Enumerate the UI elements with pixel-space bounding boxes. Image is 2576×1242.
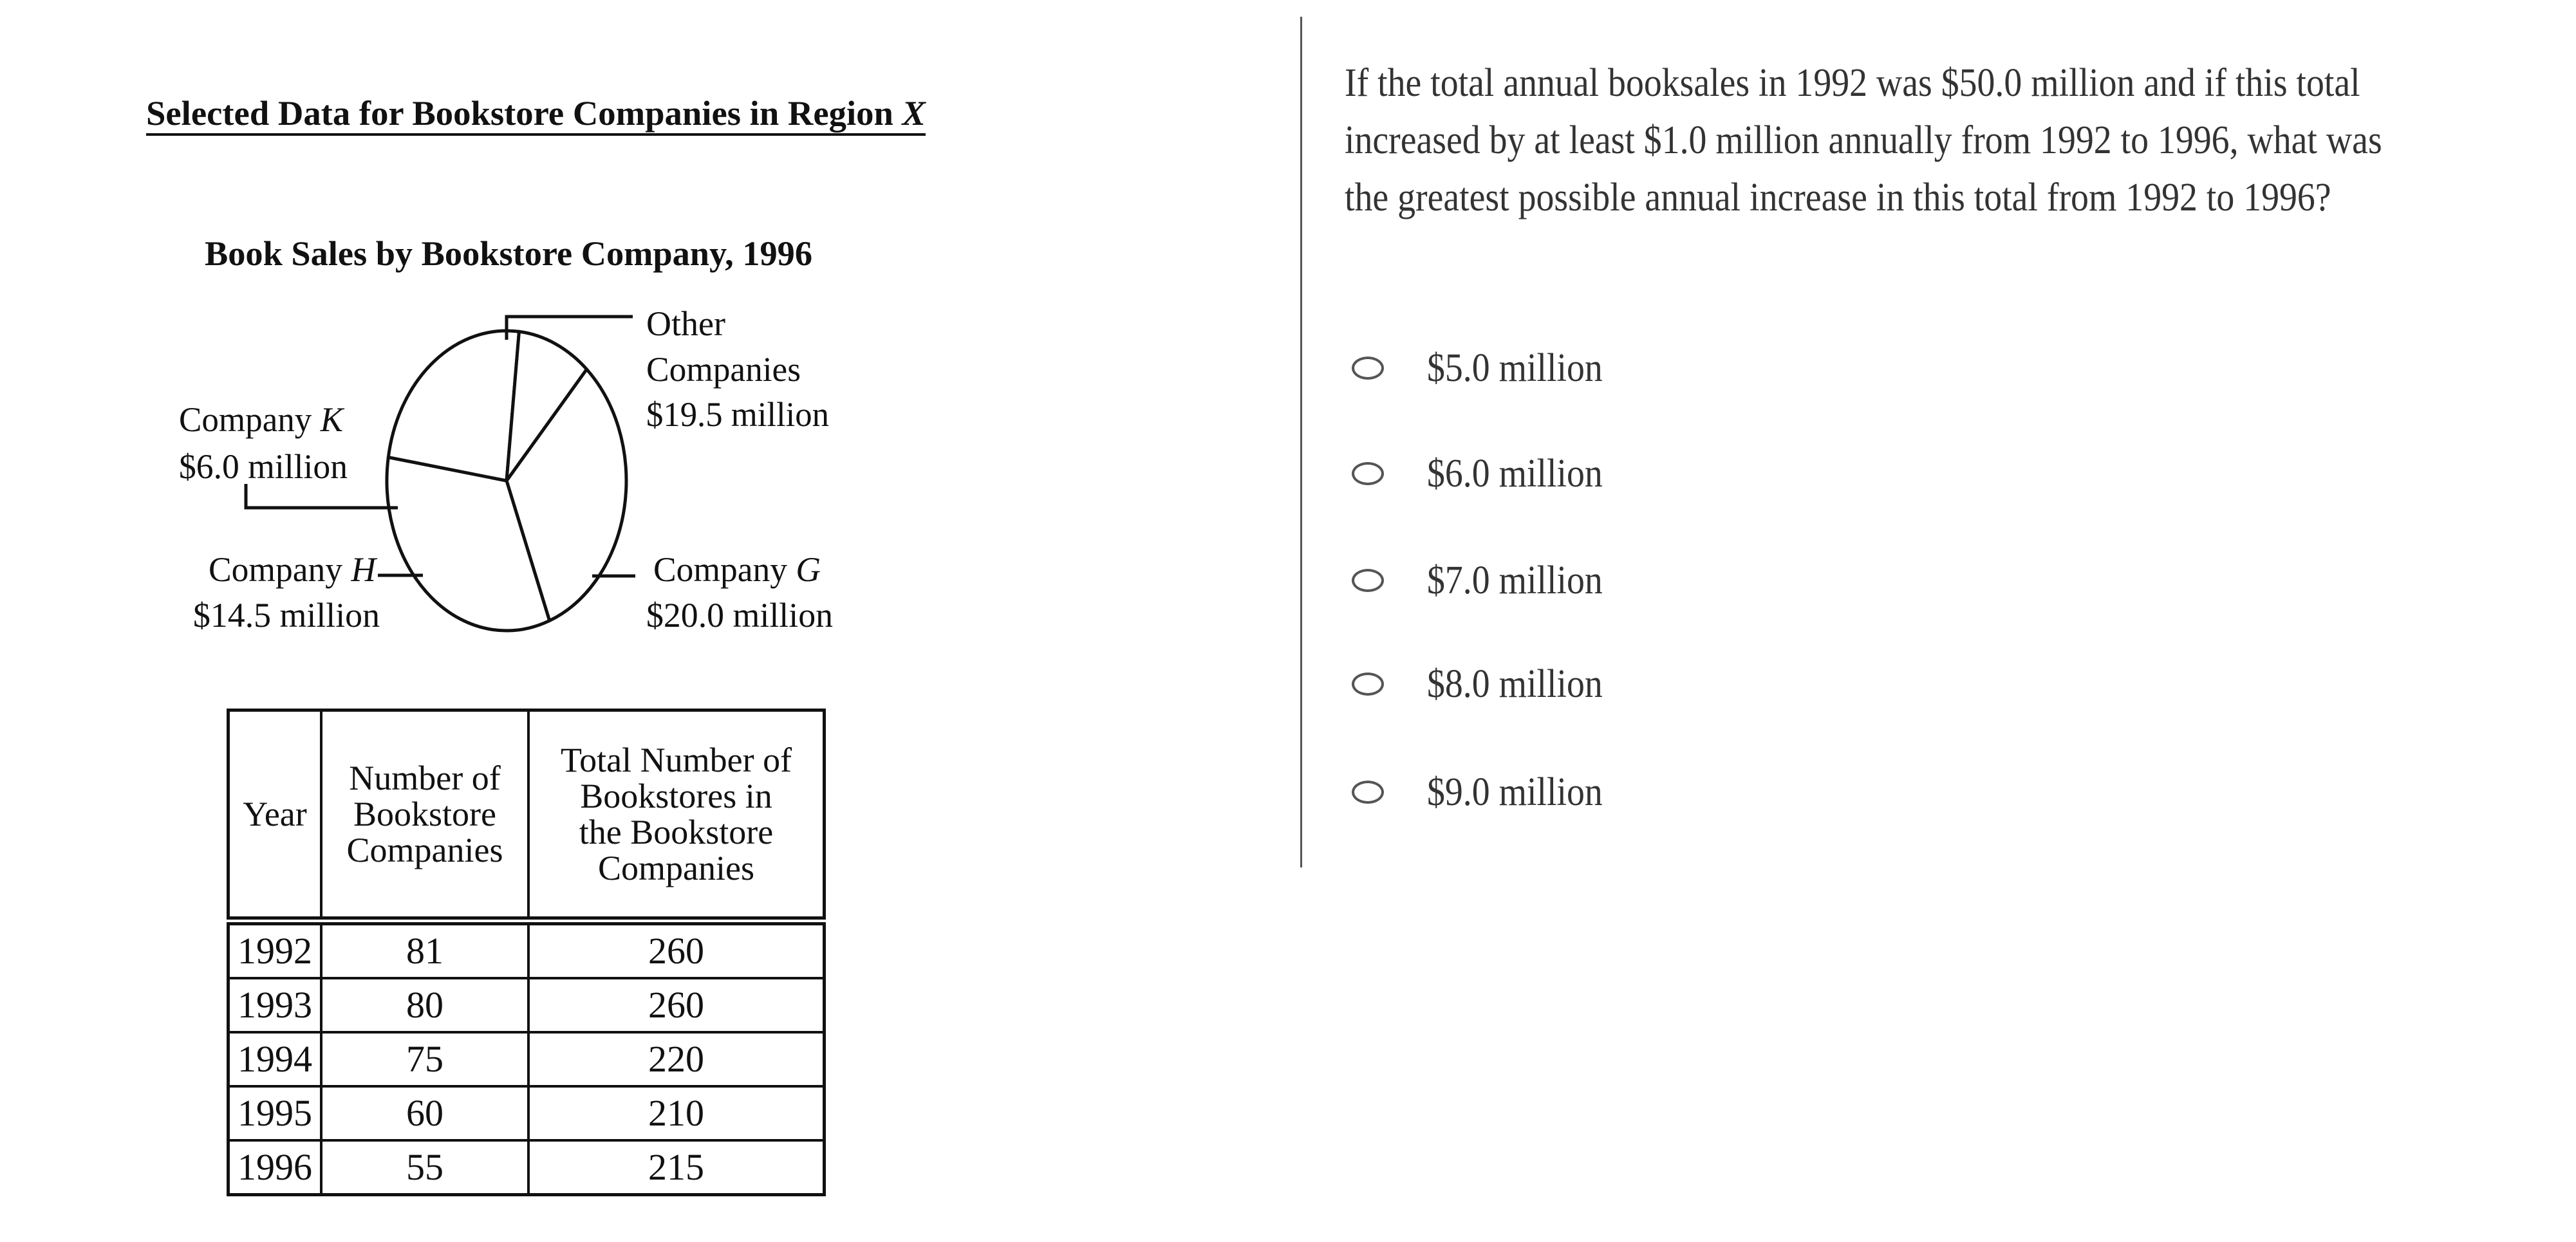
cell-bookstores: 260	[527, 977, 826, 1033]
label-company-h: Company H	[209, 550, 378, 589]
radio-icon[interactable]	[1352, 781, 1384, 804]
option-label: $8.0 million	[1427, 662, 1603, 706]
cell-year: 1994	[227, 1031, 322, 1088]
radio-icon[interactable]	[1352, 357, 1384, 380]
pie-title: Book Sales by Bookstore Company, 1996	[205, 234, 812, 273]
cell-companies: 60	[320, 1085, 530, 1142]
table-row: 1993 80 260	[227, 977, 826, 1033]
pie-slice-company-g	[385, 456, 552, 633]
value-other: $19.5 million	[646, 395, 829, 434]
label-company-h-letter: H	[350, 550, 378, 589]
header-line: Total Number of	[560, 741, 792, 779]
value-company-g: $20.0 million	[646, 596, 833, 635]
header-total-bookstores: Total Number of Bookstores in the Bookst…	[527, 709, 826, 922]
option-label: $5.0 million	[1427, 346, 1603, 390]
radio-icon[interactable]	[1352, 569, 1384, 592]
cell-companies: 80	[320, 977, 530, 1033]
leader-company-k	[244, 484, 398, 510]
cell-year: 1995	[227, 1085, 322, 1142]
radio-icon[interactable]	[1352, 672, 1384, 696]
header-companies: Number of Bookstore Companies	[320, 709, 530, 922]
header-line: Companies	[598, 849, 754, 887]
table-row: 1995 60 210	[227, 1085, 826, 1142]
table-row: 1992 81 260	[227, 920, 826, 979]
option-c[interactable]: $7.0 million	[1352, 555, 1603, 606]
cell-bookstores: 220	[527, 1031, 826, 1088]
header-line: the Bookstore	[579, 813, 774, 851]
leader-other	[505, 315, 633, 340]
label-company-g-letter: G	[796, 550, 821, 589]
header-line: Year	[243, 795, 307, 833]
pie-slice-company-k	[505, 329, 588, 483]
label-company-k-text: Company	[179, 400, 321, 439]
figure-title-text: Selected Data for Bookstore Companies in…	[146, 94, 902, 133]
pie-chart	[385, 329, 628, 633]
panel-divider	[1300, 17, 1302, 867]
table-row: 1996 55 215	[227, 1139, 826, 1196]
label-company-k-letter: K	[320, 400, 345, 439]
cell-bookstores: 210	[527, 1085, 826, 1142]
label-company-h-text: Company	[209, 550, 351, 589]
value-company-k: $6.0 million	[179, 447, 348, 486]
cell-companies: 75	[320, 1031, 530, 1088]
cell-year: 1993	[227, 977, 322, 1033]
pie-slice-other	[505, 367, 628, 623]
label-company-k: Company K	[179, 400, 345, 439]
table-header-row: Year Number of Bookstore Companies Total…	[227, 709, 826, 922]
label-company-g: Company G	[653, 550, 821, 589]
header-line: Number of	[349, 759, 501, 797]
table-row: 1994 75 220	[227, 1031, 826, 1088]
figure: Selected Data for Bookstore Companies in…	[146, 94, 927, 635]
option-b[interactable]: $6.0 million	[1352, 448, 1603, 499]
question-text: If the total annual booksales in 1992 wa…	[1345, 61, 2382, 219]
label-company-g-text: Company	[653, 550, 796, 589]
cell-bookstores: 260	[527, 920, 826, 979]
option-d[interactable]: $8.0 million	[1352, 658, 1603, 710]
cell-companies: 81	[320, 920, 530, 979]
option-label: $7.0 million	[1427, 558, 1603, 602]
header-line: Bookstores in	[580, 777, 772, 815]
pie-slice-company-h	[386, 329, 521, 483]
option-label: $6.0 million	[1427, 451, 1603, 496]
cell-companies: 55	[320, 1139, 530, 1196]
option-label: $9.0 million	[1427, 770, 1603, 814]
option-e[interactable]: $9.0 million	[1352, 766, 1603, 818]
value-company-h: $14.5 million	[193, 596, 380, 635]
figure-title: Selected Data for Bookstore Companies in…	[146, 94, 927, 133]
header-year: Year	[227, 709, 322, 922]
option-a[interactable]: $5.0 million	[1352, 342, 1603, 394]
figure-title-region: X	[901, 94, 927, 133]
header-line: Companies	[346, 831, 503, 869]
radio-icon[interactable]	[1352, 462, 1384, 485]
cell-bookstores: 215	[527, 1139, 826, 1196]
header-line: Bookstore	[353, 795, 496, 833]
cell-year: 1996	[227, 1139, 322, 1196]
label-other-line1: Other	[646, 304, 725, 343]
label-other-line2: Companies	[646, 350, 801, 389]
data-table: Year Number of Bookstore Companies Total…	[227, 709, 826, 1196]
cell-year: 1992	[227, 920, 322, 979]
